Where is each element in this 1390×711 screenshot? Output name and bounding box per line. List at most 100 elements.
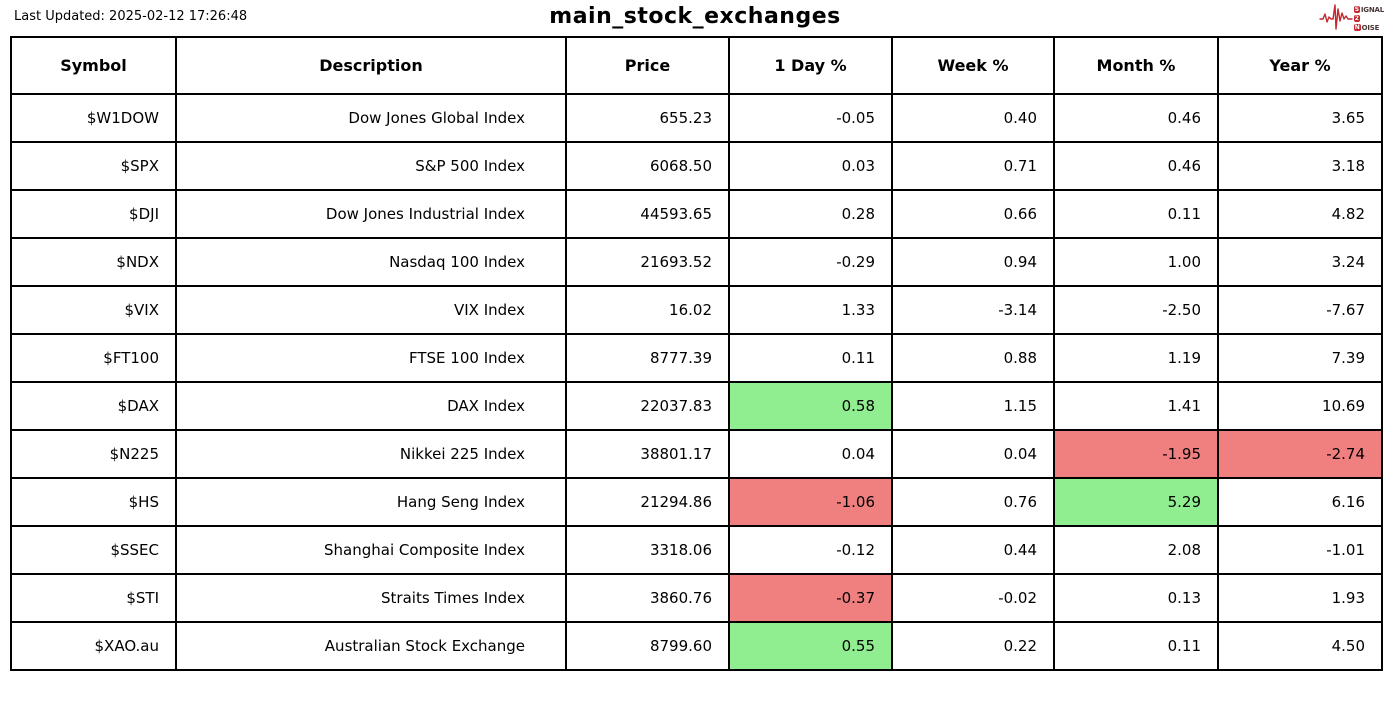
- cell-year: -2.74: [1217, 429, 1383, 479]
- cell-symbol: $HS: [10, 477, 177, 527]
- cell-month: -1.95: [1053, 429, 1219, 479]
- cell-symbol: $FT100: [10, 333, 177, 383]
- cell-price: 21693.52: [565, 237, 730, 287]
- cell-description: S&P 500 Index: [175, 141, 567, 191]
- cell-symbol: $DAX: [10, 381, 177, 431]
- signal2noise-logo: S IGNAL 2 N OISE: [1319, 2, 1384, 36]
- table-row: $N225 Nikkei 225 Index 38801.17 0.04 0.0…: [10, 429, 1383, 479]
- cell-month: 0.46: [1053, 141, 1219, 191]
- cell-price: 3318.06: [565, 525, 730, 575]
- table-row: $VIX VIX Index 16.02 1.33 -3.14 -2.50 -7…: [10, 285, 1383, 335]
- last-updated-timestamp: Last Updated: 2025-02-12 17:26:48: [14, 9, 248, 24]
- page-title: main_stock_exchanges: [549, 4, 841, 29]
- cell-description: Shanghai Composite Index: [175, 525, 567, 575]
- cell-1day: 1.33: [728, 285, 893, 335]
- logo-letter-s: S: [1353, 5, 1360, 13]
- cell-price: 22037.83: [565, 381, 730, 431]
- cell-price: 16.02: [565, 285, 730, 335]
- cell-description: VIX Index: [175, 285, 567, 335]
- cell-symbol: $DJI: [10, 189, 177, 239]
- cell-week: 0.44: [891, 525, 1055, 575]
- cell-price: 8777.39: [565, 333, 730, 383]
- cell-price: 8799.60: [565, 621, 730, 671]
- cell-symbol: $W1DOW: [10, 93, 177, 143]
- cell-year: -7.67: [1217, 285, 1383, 335]
- cell-price: 3860.76: [565, 573, 730, 623]
- cell-price: 44593.65: [565, 189, 730, 239]
- col-header-month: Month %: [1053, 36, 1219, 95]
- waveform-icon: [1319, 2, 1353, 36]
- cell-year: 10.69: [1217, 381, 1383, 431]
- cell-month: 0.46: [1053, 93, 1219, 143]
- cell-symbol: $STI: [10, 573, 177, 623]
- cell-description: Hang Seng Index: [175, 477, 567, 527]
- cell-week: 0.40: [891, 93, 1055, 143]
- table-row: $NDX Nasdaq 100 Index 21693.52 -0.29 0.9…: [10, 237, 1383, 287]
- cell-year: 6.16: [1217, 477, 1383, 527]
- cell-week: -0.02: [891, 573, 1055, 623]
- cell-symbol: $SPX: [10, 141, 177, 191]
- cell-year: 4.82: [1217, 189, 1383, 239]
- cell-1day: 0.28: [728, 189, 893, 239]
- cell-1day: -1.06: [728, 477, 893, 527]
- cell-week: 0.88: [891, 333, 1055, 383]
- cell-week: 0.94: [891, 237, 1055, 287]
- cell-year: 1.93: [1217, 573, 1383, 623]
- table-row: $STI Straits Times Index 3860.76 -0.37 -…: [10, 573, 1383, 623]
- cell-price: 21294.86: [565, 477, 730, 527]
- cell-symbol: $NDX: [10, 237, 177, 287]
- cell-price: 38801.17: [565, 429, 730, 479]
- cell-month: 1.41: [1053, 381, 1219, 431]
- table-row: $DAX DAX Index 22037.83 0.58 1.15 1.41 1…: [10, 381, 1383, 431]
- cell-description: Nasdaq 100 Index: [175, 237, 567, 287]
- table-row: $DJI Dow Jones Industrial Index 44593.65…: [10, 189, 1383, 239]
- col-header-week: Week %: [891, 36, 1055, 95]
- cell-month: 0.13: [1053, 573, 1219, 623]
- cell-1day: -0.29: [728, 237, 893, 287]
- cell-symbol: $XAO.au: [10, 621, 177, 671]
- cell-1day: -0.05: [728, 93, 893, 143]
- cell-week: 0.66: [891, 189, 1055, 239]
- cell-1day: 0.58: [728, 381, 893, 431]
- cell-month: 0.11: [1053, 621, 1219, 671]
- cell-description: Dow Jones Global Index: [175, 93, 567, 143]
- cell-1day: 0.03: [728, 141, 893, 191]
- cell-1day: 0.04: [728, 429, 893, 479]
- cell-symbol: $VIX: [10, 285, 177, 335]
- cell-year: 7.39: [1217, 333, 1383, 383]
- table-row: $FT100 FTSE 100 Index 8777.39 0.11 0.88 …: [10, 333, 1383, 383]
- cell-description: Dow Jones Industrial Index: [175, 189, 567, 239]
- table-row: $SPX S&P 500 Index 6068.50 0.03 0.71 0.4…: [10, 141, 1383, 191]
- col-header-price: Price: [565, 36, 730, 95]
- cell-year: -1.01: [1217, 525, 1383, 575]
- col-header-symbol: Symbol: [10, 36, 177, 95]
- cell-week: 0.76: [891, 477, 1055, 527]
- cell-1day: -0.37: [728, 573, 893, 623]
- table-row: $W1DOW Dow Jones Global Index 655.23 -0.…: [10, 93, 1383, 143]
- logo-text: S IGNAL 2 N OISE: [1353, 5, 1384, 32]
- cell-year: 3.18: [1217, 141, 1383, 191]
- cell-symbol: $N225: [10, 429, 177, 479]
- cell-week: 1.15: [891, 381, 1055, 431]
- cell-year: 3.24: [1217, 237, 1383, 287]
- cell-month: 1.00: [1053, 237, 1219, 287]
- cell-1day: -0.12: [728, 525, 893, 575]
- cell-month: 0.11: [1053, 189, 1219, 239]
- cell-week: 0.71: [891, 141, 1055, 191]
- cell-description: FTSE 100 Index: [175, 333, 567, 383]
- cell-month: -2.50: [1053, 285, 1219, 335]
- col-header-1day: 1 Day %: [728, 36, 893, 95]
- stock-exchanges-table: Symbol Description Price 1 Day % Week % …: [10, 36, 1383, 671]
- cell-description: Australian Stock Exchange: [175, 621, 567, 671]
- cell-month: 5.29: [1053, 477, 1219, 527]
- cell-week: 0.22: [891, 621, 1055, 671]
- cell-description: DAX Index: [175, 381, 567, 431]
- cell-year: 3.65: [1217, 93, 1383, 143]
- table-row: $XAO.au Australian Stock Exchange 8799.6…: [10, 621, 1383, 671]
- cell-price: 6068.50: [565, 141, 730, 191]
- cell-week: -3.14: [891, 285, 1055, 335]
- cell-week: 0.04: [891, 429, 1055, 479]
- table-row: $SSEC Shanghai Composite Index 3318.06 -…: [10, 525, 1383, 575]
- cell-month: 2.08: [1053, 525, 1219, 575]
- cell-symbol: $SSEC: [10, 525, 177, 575]
